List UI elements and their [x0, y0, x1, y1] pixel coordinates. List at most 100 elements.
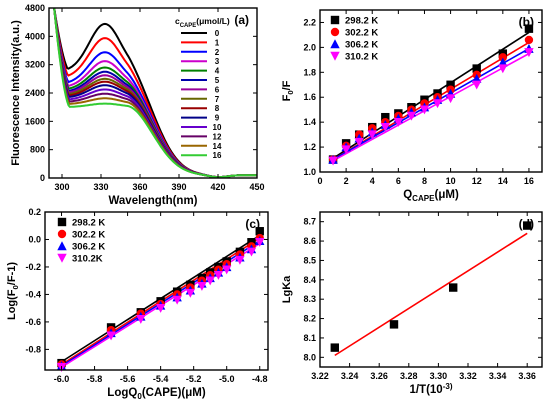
legend-marker	[57, 241, 67, 251]
y-tick-label: 2.2	[303, 17, 316, 27]
series-line-9	[53, 8, 257, 178]
data-point	[472, 80, 482, 90]
y-tick-label: -0.4	[25, 289, 41, 299]
data-point	[389, 320, 399, 329]
y-tick-label: 1.8	[303, 67, 316, 77]
legend-marker	[57, 217, 67, 227]
y-tick-label: 4800	[25, 3, 45, 13]
data-point	[406, 111, 417, 121]
data-point	[498, 53, 508, 62]
data-point	[330, 343, 339, 352]
legend-entry: 7	[215, 95, 220, 104]
x-tick-label: 10	[446, 176, 456, 186]
data-point	[380, 122, 390, 132]
panel-label: (b)	[519, 15, 534, 29]
x-axis-label: 1/T(10-3)	[409, 382, 452, 396]
data-point	[419, 105, 430, 115]
data-point	[136, 314, 146, 324]
x-tick-label: 450	[249, 182, 264, 192]
legend-entry: 12	[213, 132, 222, 141]
legend-marker	[330, 15, 340, 25]
y-axis-label: Log(F0/F-1)	[6, 262, 20, 320]
data-point	[498, 57, 508, 67]
x-tick-label: 14	[498, 176, 508, 186]
y-tick-label: 1.2	[303, 142, 316, 152]
legend-entry: 10	[213, 123, 222, 132]
y-tick-label: 0	[40, 173, 45, 183]
legend-entry: 2	[215, 48, 220, 57]
data-point	[172, 295, 182, 305]
legend-entry: 298.2 K	[72, 218, 105, 229]
data-point	[255, 227, 264, 236]
data-point	[524, 48, 534, 58]
y-tick-label: 1.4	[303, 117, 316, 127]
y-tick-label: 8.3	[303, 294, 316, 304]
x-tick-label: -5.8	[87, 374, 103, 384]
data-point	[328, 156, 338, 166]
y-tick-label: 1600	[25, 116, 45, 126]
data-point	[449, 283, 458, 292]
legend-entry: 1	[215, 38, 220, 47]
data-point	[185, 288, 196, 298]
fit-line	[332, 52, 530, 162]
x-tick-label: -5.2	[186, 374, 202, 384]
data-point	[524, 35, 534, 45]
x-tick-label: 3.30	[430, 371, 448, 381]
legend-entry: 8	[215, 104, 220, 113]
x-tick-label: 420	[210, 182, 225, 192]
legend-marker	[330, 27, 340, 37]
x-tick-label: -6.0	[54, 374, 70, 384]
x-axis-label: QCAPE(μM)	[403, 189, 459, 203]
panel-b: 0 2 4 6 8 10 12 14 16 1.0 1.2 1.4 1.6 1.8 2.0 2.2 QCAPE(…	[281, 9, 543, 203]
data-point	[222, 265, 232, 275]
legend-entry: 5	[215, 76, 220, 85]
y-tick-label: 8.0	[303, 352, 316, 362]
plot-frame	[319, 9, 543, 173]
data-point	[213, 271, 224, 280]
legend-entry: 306.2 K	[345, 40, 378, 51]
y-tick-label: -0.2	[25, 262, 41, 272]
legend-entry: 16	[213, 151, 222, 160]
legend-entry: 310.2K	[72, 254, 103, 265]
x-tick-label: 390	[171, 182, 186, 192]
data-point	[393, 117, 404, 127]
y-axis-label: Fluorescence Intensity(a.u.)	[10, 20, 22, 166]
y-tick-label: 0.0	[28, 234, 41, 244]
x-tick-label: 3.34	[489, 371, 507, 381]
data-point	[381, 112, 390, 122]
y-tick-label: 1.0	[303, 167, 316, 177]
x-tick-label: 3.28	[400, 371, 418, 381]
data-point	[432, 99, 443, 109]
data-point	[197, 281, 207, 291]
panel-d: 3.22 3.24 3.26 3.28 3.30 3.32 3.34 3.36 8.0 8.1 8.…	[281, 211, 543, 396]
x-tick-label: 300	[54, 182, 69, 192]
panel-label: (d)	[519, 217, 534, 231]
panel-label: (c)	[245, 217, 260, 231]
fit-line	[334, 232, 528, 357]
legend-entry: 4	[215, 67, 220, 76]
legend-entry: 6	[215, 85, 220, 94]
fit-line	[332, 47, 530, 161]
series-data	[330, 221, 532, 352]
x-tick-label: -5.0	[219, 374, 235, 384]
data-point	[498, 64, 508, 74]
legend-marker	[57, 229, 67, 239]
x-tick-label: 4	[370, 176, 375, 186]
legend-entry: 306.2 K	[72, 242, 105, 253]
y-tick-label: 1.6	[303, 92, 316, 102]
data-point	[472, 64, 481, 73]
data-point	[445, 94, 456, 104]
data-point	[235, 255, 245, 265]
spectra-lines	[53, 8, 257, 178]
x-tick-label: -4.8	[252, 374, 268, 384]
x-tick-label: 12	[472, 176, 482, 186]
x-tick-label: 6	[396, 176, 401, 186]
series-line-16	[53, 8, 257, 178]
y-tick-label: 8.1	[303, 333, 316, 343]
x-tick-label: 8	[422, 176, 427, 186]
data-point	[205, 276, 215, 286]
legend-marker	[330, 39, 340, 49]
y-tick-label: 3200	[25, 60, 45, 70]
